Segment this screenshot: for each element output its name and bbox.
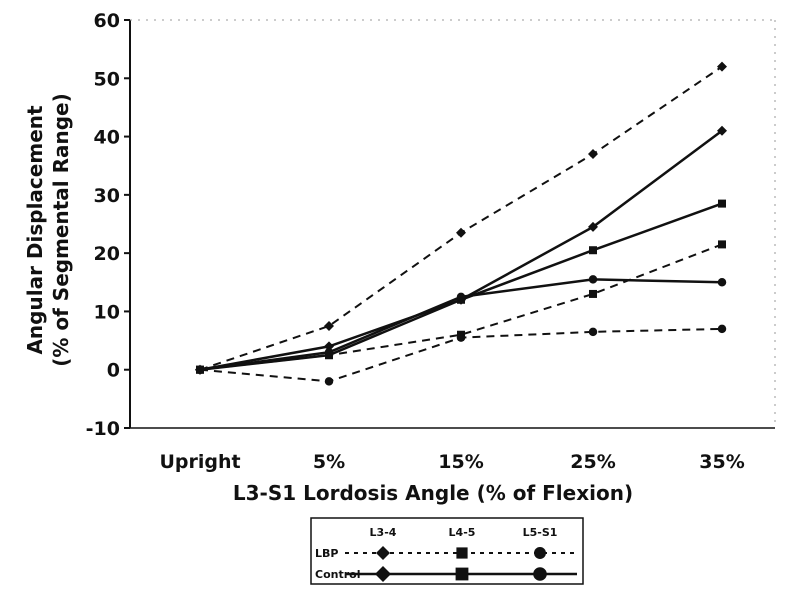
x-axis-title: L3-S1 Lordosis Angle (% of Flexion) bbox=[233, 481, 633, 505]
y-tick-label: 0 bbox=[107, 360, 120, 382]
x-tick-label: 35% bbox=[699, 451, 744, 473]
legend-row-label: Control bbox=[315, 568, 360, 581]
data-point bbox=[718, 240, 726, 249]
y-tick-label: 30 bbox=[94, 185, 120, 207]
y-axis-title-line1: Angular Displacement bbox=[23, 105, 47, 355]
legend-marker bbox=[455, 567, 469, 581]
series-lbp-l4-5 bbox=[196, 240, 726, 374]
y-tick-label: 40 bbox=[94, 127, 120, 149]
data-point bbox=[717, 125, 727, 136]
data-point bbox=[195, 365, 205, 374]
legend-marker bbox=[533, 567, 547, 581]
data-point bbox=[588, 149, 598, 160]
x-tick-label: Upright bbox=[159, 451, 240, 473]
y-tick-label: 10 bbox=[94, 301, 120, 323]
y-tick-label: 20 bbox=[94, 243, 120, 265]
legend-marker bbox=[534, 547, 546, 559]
y-axis-title: Angular Displacement (% of Segmental Ran… bbox=[23, 93, 73, 367]
data-point bbox=[588, 275, 598, 284]
data-point bbox=[717, 61, 727, 72]
y-tick-label: 60 bbox=[94, 10, 120, 32]
legend-marker bbox=[376, 546, 390, 560]
axes bbox=[129, 19, 776, 429]
series-line bbox=[199, 243, 723, 371]
data-point bbox=[324, 347, 334, 357]
series-group bbox=[195, 61, 727, 386]
data-point bbox=[456, 292, 466, 302]
series-control-l5-s1 bbox=[195, 275, 727, 374]
data-point bbox=[717, 324, 727, 334]
series-lbp-l3-4 bbox=[195, 61, 727, 375]
legend-marker bbox=[456, 547, 468, 559]
data-point bbox=[456, 333, 466, 342]
legend-row-label: LBP bbox=[315, 547, 338, 560]
data-point bbox=[324, 321, 334, 331]
data-point bbox=[588, 221, 598, 232]
data-point bbox=[588, 327, 598, 337]
y-tick-labels: -10 0 10 20 30 40 50 60 bbox=[86, 10, 130, 440]
y-tick-label: 50 bbox=[94, 68, 120, 90]
x-tick-labels: Upright 5% 15% 25% 35% bbox=[159, 451, 744, 473]
data-point bbox=[324, 377, 334, 386]
x-tick-label: 5% bbox=[313, 451, 345, 473]
legend-column-label: L3-4 bbox=[370, 526, 397, 539]
data-point bbox=[589, 289, 597, 298]
legend-column-label: L5-S1 bbox=[523, 526, 558, 539]
data-point bbox=[718, 199, 726, 208]
series-control-l4-5 bbox=[196, 199, 726, 374]
x-tick-label: 15% bbox=[438, 451, 483, 473]
legend: L3-4 L4-5 L5-S1 LBP Control bbox=[310, 517, 584, 585]
x-tick-label: 25% bbox=[570, 451, 615, 473]
y-tick-label: -10 bbox=[86, 418, 120, 440]
legend-marker bbox=[375, 566, 391, 582]
data-point bbox=[456, 227, 466, 238]
data-point bbox=[717, 278, 727, 287]
series-line bbox=[199, 65, 723, 371]
legend-column-label: L4-5 bbox=[449, 526, 476, 539]
y-axis-title-line2: (% of Segmental Range) bbox=[49, 93, 73, 367]
data-point bbox=[589, 246, 597, 255]
